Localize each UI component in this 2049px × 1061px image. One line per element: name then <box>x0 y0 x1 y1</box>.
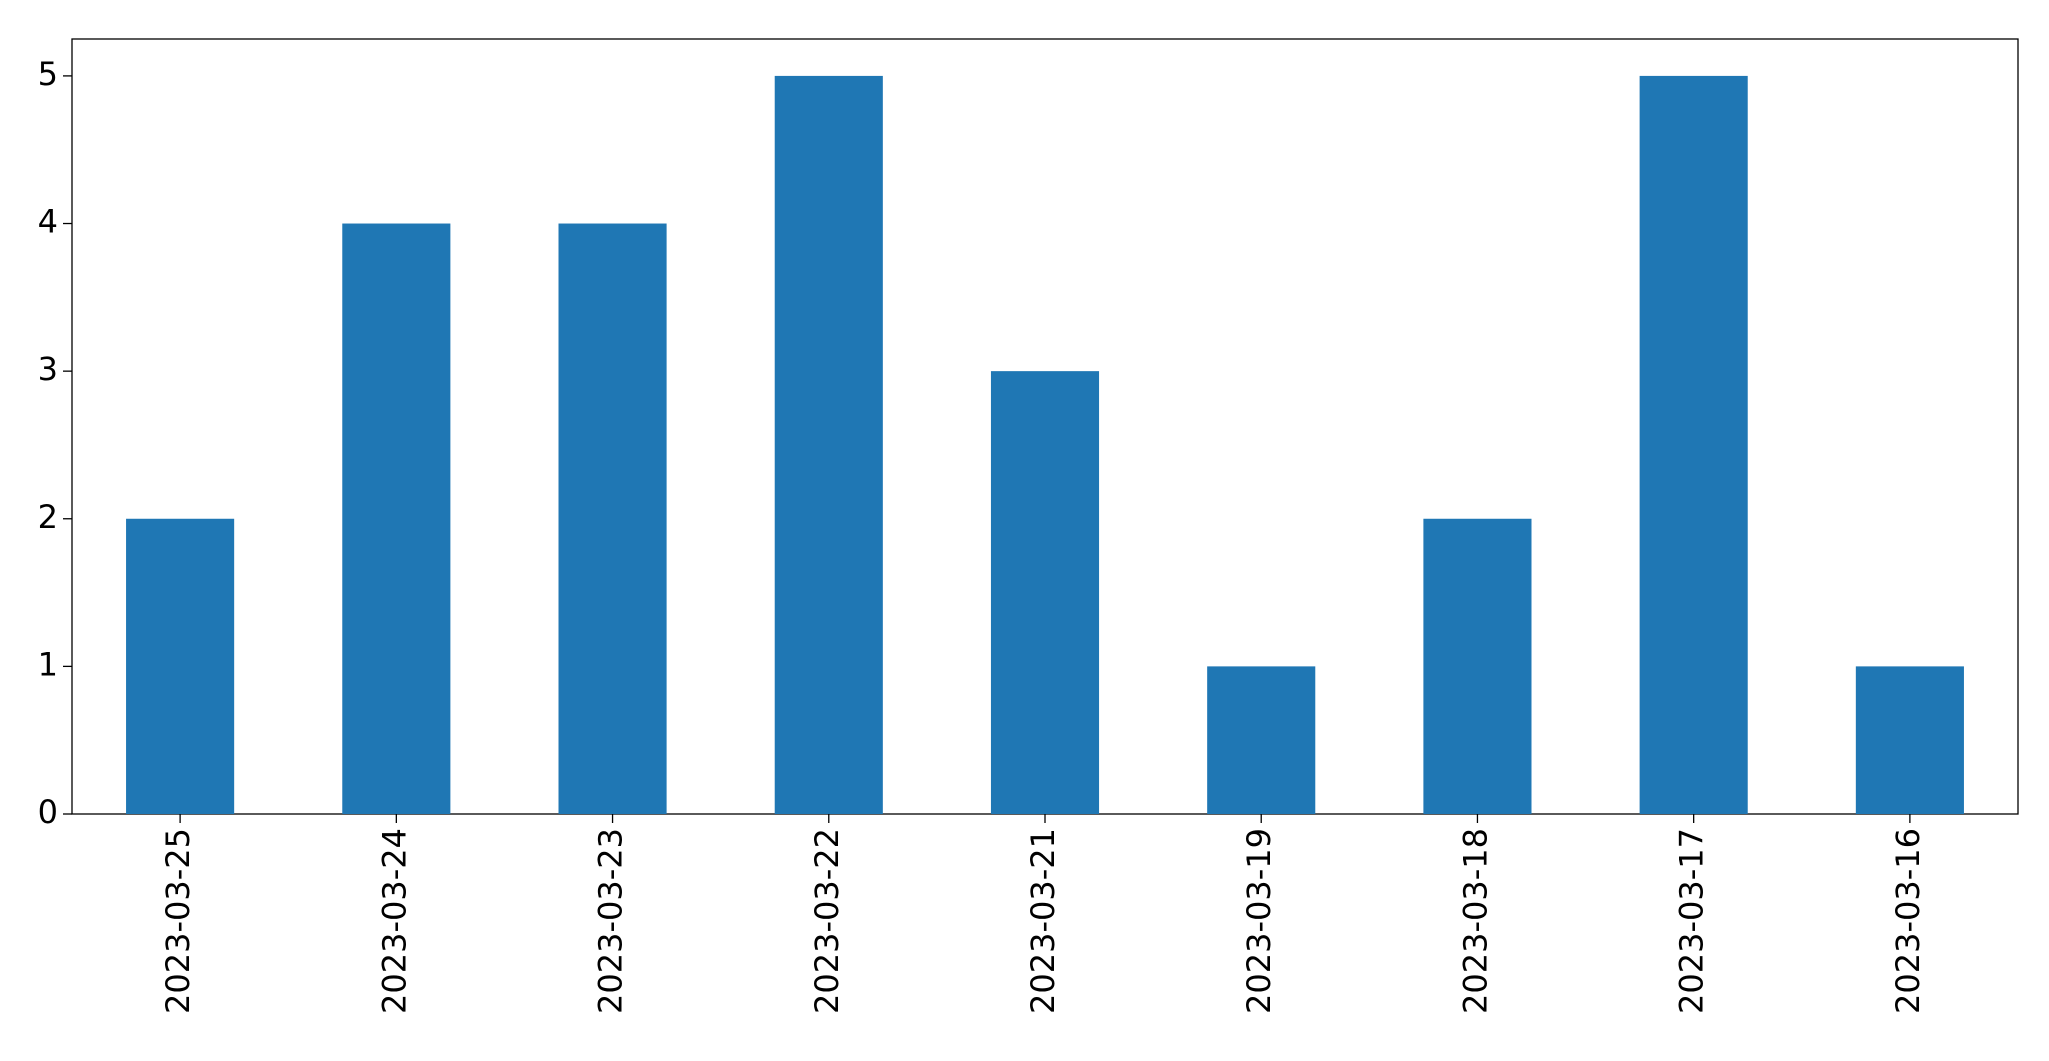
y-tick-label: 4 <box>38 203 58 241</box>
x-tick-label: 2023-03-24 <box>375 828 413 1014</box>
y-tick-label: 3 <box>38 350 58 388</box>
y-tick-label: 0 <box>38 793 58 831</box>
y-tick-label: 1 <box>38 645 58 683</box>
x-tick-label: 2023-03-19 <box>1240 828 1278 1014</box>
x-tick-label: 2023-03-16 <box>1889 828 1927 1014</box>
x-tick-label: 2023-03-22 <box>808 828 846 1014</box>
bar <box>774 75 883 814</box>
x-tick-label: 2023-03-21 <box>1024 828 1062 1014</box>
bar <box>342 223 451 814</box>
x-tick-label: 2023-03-25 <box>159 828 197 1014</box>
y-tick-label: 5 <box>38 55 58 93</box>
x-tick-label: 2023-03-17 <box>1673 828 1711 1014</box>
bar <box>1207 666 1316 814</box>
bar <box>126 518 235 814</box>
x-tick-label: 2023-03-18 <box>1456 828 1494 1014</box>
x-tick-label: 2023-03-23 <box>592 828 630 1014</box>
bar <box>558 223 667 814</box>
bar <box>990 371 1100 814</box>
y-tick-label: 2 <box>38 498 58 536</box>
bar <box>1423 518 1532 814</box>
bar <box>1639 75 1748 814</box>
bar <box>1855 666 1964 814</box>
